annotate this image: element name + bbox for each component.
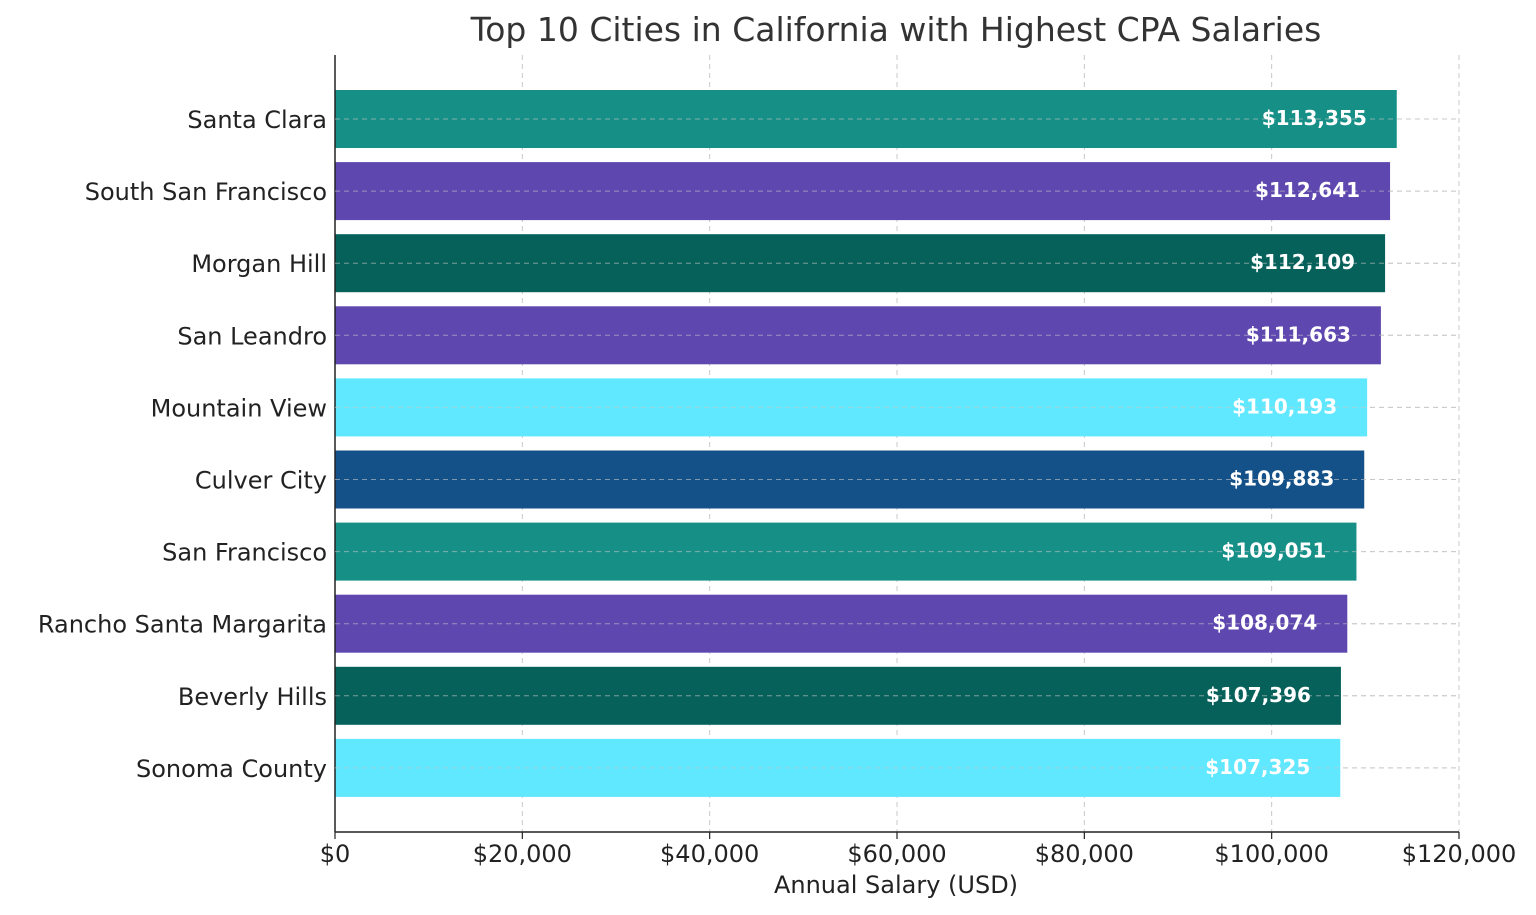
x-tick-label: $0 [320,840,351,868]
category-label: Morgan Hill [191,250,327,278]
value-labels: $113,355 $112,641 $112,109 $111,663 $110,193… [1205,106,1366,779]
category-label: Rancho Santa Margarita [38,611,327,639]
category-label: Santa Clara [187,106,327,134]
bar-value-label: $111,663 [1246,322,1351,346]
category-label: San Francisco [162,539,327,567]
category-label: Sonoma County [136,755,327,783]
x-tick-label: $100,000 [1214,840,1329,868]
category-label: Mountain View [151,394,327,422]
category-label: San Leandro [177,322,327,350]
bars [335,90,1397,797]
bar-value-label: $109,051 [1221,539,1326,563]
bar-value-label: $108,074 [1212,611,1317,635]
x-tick-label: $20,000 [473,840,572,868]
bar [335,162,1391,221]
bar-value-label: $107,325 [1205,755,1310,779]
bar [335,522,1357,581]
x-axis-title: Annual Salary (USD) [774,871,1018,899]
chart-title: Top 10 Cities in California with Highest… [470,10,1322,49]
category-label: Culver City [195,467,327,495]
x-tick-label: $60,000 [847,840,946,868]
bar-value-label: $110,193 [1232,394,1337,418]
x-tick-label: $120,000 [1402,840,1517,868]
bar-value-label: $112,109 [1250,250,1355,274]
bar-value-label: $113,355 [1262,106,1367,130]
category-label: Beverly Hills [178,683,327,711]
bar-value-label: $107,396 [1206,683,1311,707]
x-tick-label: $80,000 [1035,840,1134,868]
x-axis-ticks: $0 $20,000 $40,000 $60,000 $80,000 $100,000 $1… [320,832,1517,868]
category-labels: Santa Clara South San Francisco Morgan Hil… [38,106,327,783]
bar [335,738,1341,797]
category-label: South San Francisco [85,178,327,206]
bar-value-label: $112,641 [1255,178,1360,202]
bar-value-label: $109,883 [1229,467,1334,491]
x-tick-label: $40,000 [660,840,759,868]
